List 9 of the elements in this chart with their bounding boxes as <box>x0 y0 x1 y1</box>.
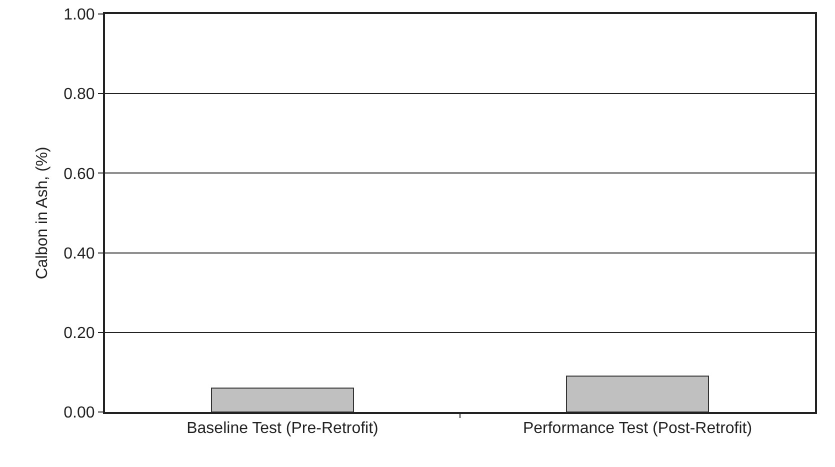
y-tick-label: 1.00 <box>64 6 95 24</box>
y-tick-label: 0.00 <box>64 404 95 422</box>
y-tick-label: 0.40 <box>64 245 95 262</box>
y-tick-label: 0.60 <box>64 166 95 183</box>
x-tick-label: Baseline Test (Pre-Retrofit) <box>186 420 378 438</box>
y-tick-label: 0.80 <box>64 86 95 104</box>
y-tick-label: 0.20 <box>64 325 95 342</box>
y-axis-title: Calbon in Ash, (%) <box>34 146 52 280</box>
x-tick-label: Performance Test (Post-Retrofit) <box>522 420 752 438</box>
